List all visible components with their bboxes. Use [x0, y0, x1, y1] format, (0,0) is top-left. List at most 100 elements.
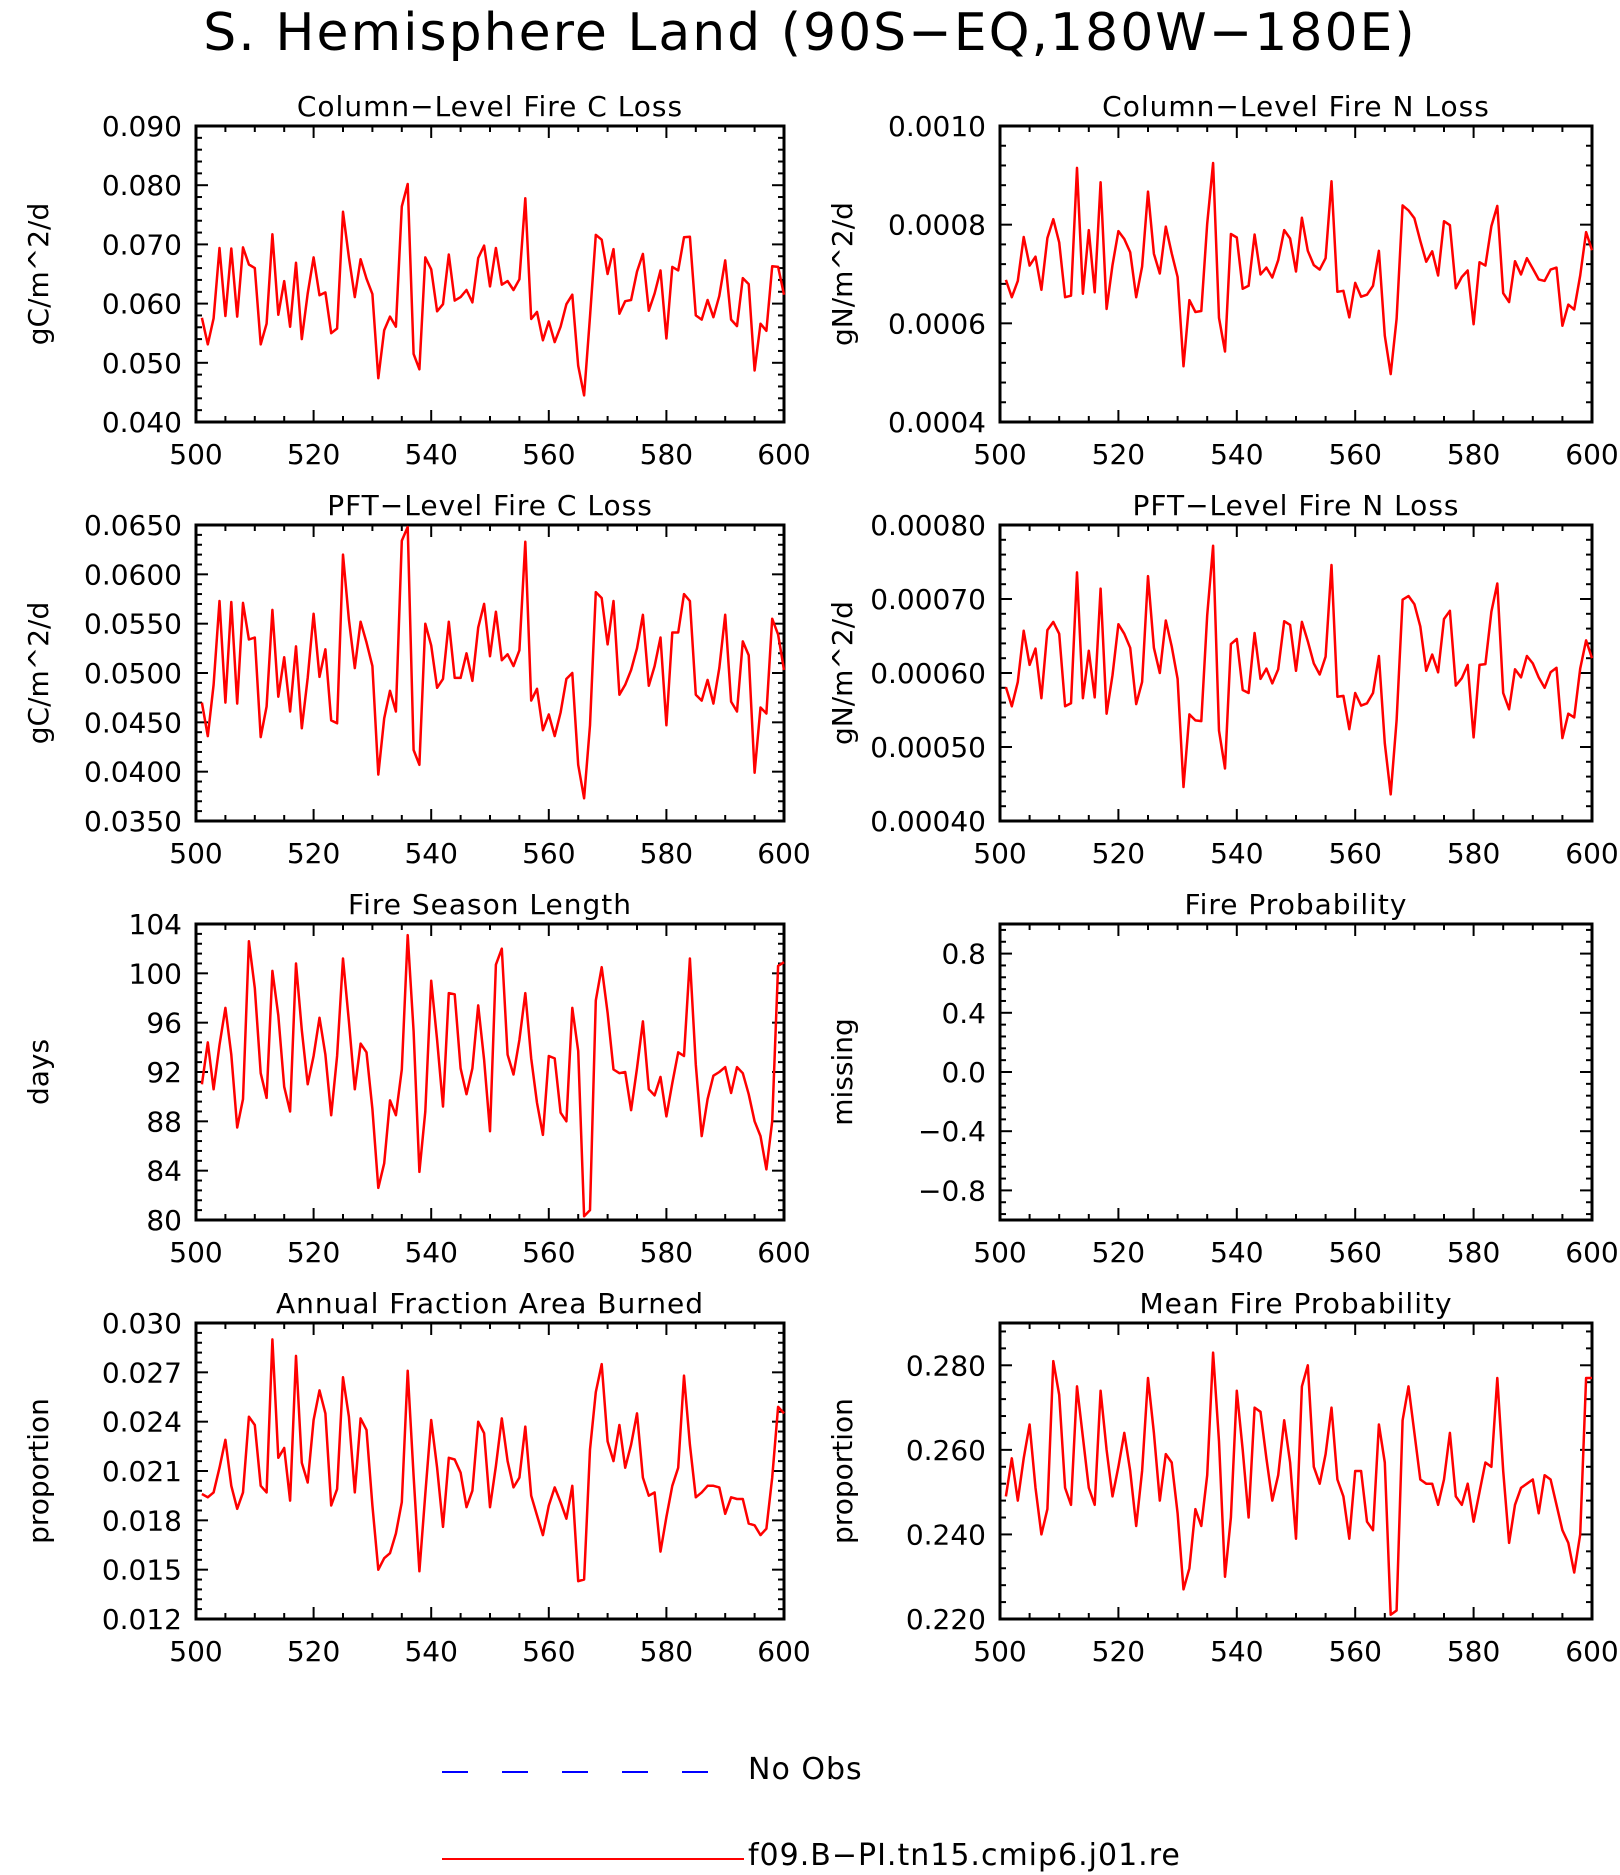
y-tick-label: 0.0600 [84, 558, 182, 591]
x-tick-label: 580 [1447, 1635, 1500, 1668]
y-tick-label: 0.00050 [870, 731, 986, 764]
y-axis-label: days [22, 1039, 55, 1105]
y-tick-label: 0.0500 [84, 657, 182, 690]
x-tick-label: 500 [169, 837, 222, 870]
y-axis-label: gN/m^2/d [826, 601, 859, 745]
panel-title: Annual Fraction Area Burned [276, 1287, 704, 1320]
x-tick-label: 560 [522, 1635, 575, 1668]
panel-title: Fire Probability [1185, 888, 1408, 921]
y-axis-label: missing [826, 1018, 859, 1126]
figure-title: S. Hemisphere Land (90S−EQ,180W−180E) [203, 3, 1417, 63]
y-tick-label: 0.0350 [84, 805, 182, 838]
y-tick-label: 96 [146, 1007, 182, 1040]
y-tick-label: 0.0008 [888, 209, 986, 242]
x-tick-label: 500 [973, 1236, 1026, 1269]
x-tick-label: 540 [1210, 1236, 1263, 1269]
y-tick-label: 0.260 [906, 1434, 986, 1467]
x-tick-label: 500 [169, 438, 222, 471]
x-tick-label: 540 [404, 1635, 457, 1668]
x-tick-label: 580 [640, 438, 693, 471]
x-tick-label: 520 [287, 1635, 340, 1668]
y-tick-label: 0.090 [102, 110, 182, 143]
x-tick-label: 580 [640, 1635, 693, 1668]
panel-title: PFT−Level Fire N Loss [1132, 489, 1459, 522]
panel-title: Column−Level Fire C Loss [297, 90, 683, 123]
series-line [201, 1338, 785, 1583]
x-tick-label: 520 [287, 438, 340, 471]
x-tick-label: 540 [1210, 438, 1263, 471]
y-tick-label: 0.050 [102, 347, 182, 380]
x-tick-label: 560 [1328, 837, 1381, 870]
y-axis-label: gN/m^2/d [826, 202, 859, 346]
series-line [1004, 1351, 1592, 1617]
x-tick-label: 560 [1328, 1236, 1381, 1269]
legend-series-swatch [442, 1858, 744, 1860]
y-tick-label: 0.0550 [84, 608, 182, 641]
y-tick-label: −0.8 [918, 1174, 986, 1207]
y-tick-label: 0.00060 [870, 657, 986, 690]
series-line [200, 525, 786, 800]
y-axis-label: proportion [22, 1398, 55, 1544]
x-tick-label: 500 [973, 1635, 1026, 1668]
y-tick-label: 0.021 [102, 1455, 182, 1488]
x-tick-label: 580 [1447, 438, 1500, 471]
x-tick-label: 600 [757, 837, 810, 870]
y-tick-label: −0.4 [918, 1115, 986, 1148]
x-tick-label: 520 [287, 837, 340, 870]
y-tick-label: 0.00040 [870, 805, 986, 838]
x-tick-label: 520 [1092, 1236, 1145, 1269]
x-tick-label: 500 [973, 438, 1026, 471]
y-tick-label: 0.018 [102, 1504, 182, 1537]
x-tick-label: 560 [522, 438, 575, 471]
series-line [1004, 544, 1594, 796]
x-tick-label: 520 [1092, 438, 1145, 471]
y-tick-label: 104 [129, 908, 182, 941]
x-tick-label: 600 [757, 1236, 810, 1269]
y-tick-label: 0.012 [102, 1603, 182, 1636]
y-tick-label: 0.060 [102, 288, 182, 321]
panel-title: Fire Season Length [348, 888, 632, 921]
y-tick-label: 0.040 [102, 406, 182, 439]
plot-frame [998, 922, 1594, 1222]
y-tick-label: 0.0400 [84, 756, 182, 789]
x-tick-label: 520 [1092, 837, 1145, 870]
x-tick-label: 600 [1565, 837, 1618, 870]
x-tick-label: 600 [1565, 1236, 1618, 1269]
x-tick-label: 500 [973, 837, 1026, 870]
y-tick-label: 0.0010 [888, 110, 986, 143]
panel-title: Column−Level Fire N Loss [1102, 90, 1490, 123]
x-tick-label: 540 [404, 438, 457, 471]
plot-frame [194, 124, 786, 424]
y-axis-label: proportion [826, 1398, 859, 1544]
x-tick-label: 560 [1328, 438, 1381, 471]
y-tick-label: 0.0450 [84, 706, 182, 739]
x-tick-label: 600 [757, 1635, 810, 1668]
x-tick-label: 580 [640, 1236, 693, 1269]
y-tick-label: 0.00080 [870, 509, 986, 542]
x-tick-label: 600 [757, 438, 810, 471]
x-tick-label: 600 [1565, 1635, 1618, 1668]
y-tick-label: 88 [146, 1105, 182, 1138]
x-tick-label: 580 [1447, 837, 1500, 870]
y-tick-label: 0.024 [102, 1406, 182, 1439]
x-tick-label: 580 [1447, 1236, 1500, 1269]
y-tick-label: 0.280 [906, 1349, 986, 1382]
y-tick-label: 0.220 [906, 1603, 986, 1636]
y-tick-label: 0.015 [102, 1554, 182, 1587]
legend-no-obs-swatch [442, 1771, 742, 1773]
plot-frame [998, 124, 1594, 424]
series-line [200, 933, 785, 1218]
x-tick-label: 500 [169, 1635, 222, 1668]
panel-title: PFT−Level Fire C Loss [327, 489, 653, 522]
x-tick-label: 540 [1210, 1635, 1263, 1668]
x-tick-label: 560 [522, 837, 575, 870]
y-tick-label: 0.080 [102, 169, 182, 202]
y-tick-label: 0.0 [941, 1056, 986, 1089]
plot-frame [194, 1321, 786, 1621]
x-tick-label: 520 [287, 1236, 340, 1269]
x-tick-label: 540 [404, 1236, 457, 1269]
y-tick-label: 0.240 [906, 1518, 986, 1551]
y-tick-label: 84 [146, 1155, 182, 1188]
y-tick-label: 0.0004 [888, 406, 986, 439]
